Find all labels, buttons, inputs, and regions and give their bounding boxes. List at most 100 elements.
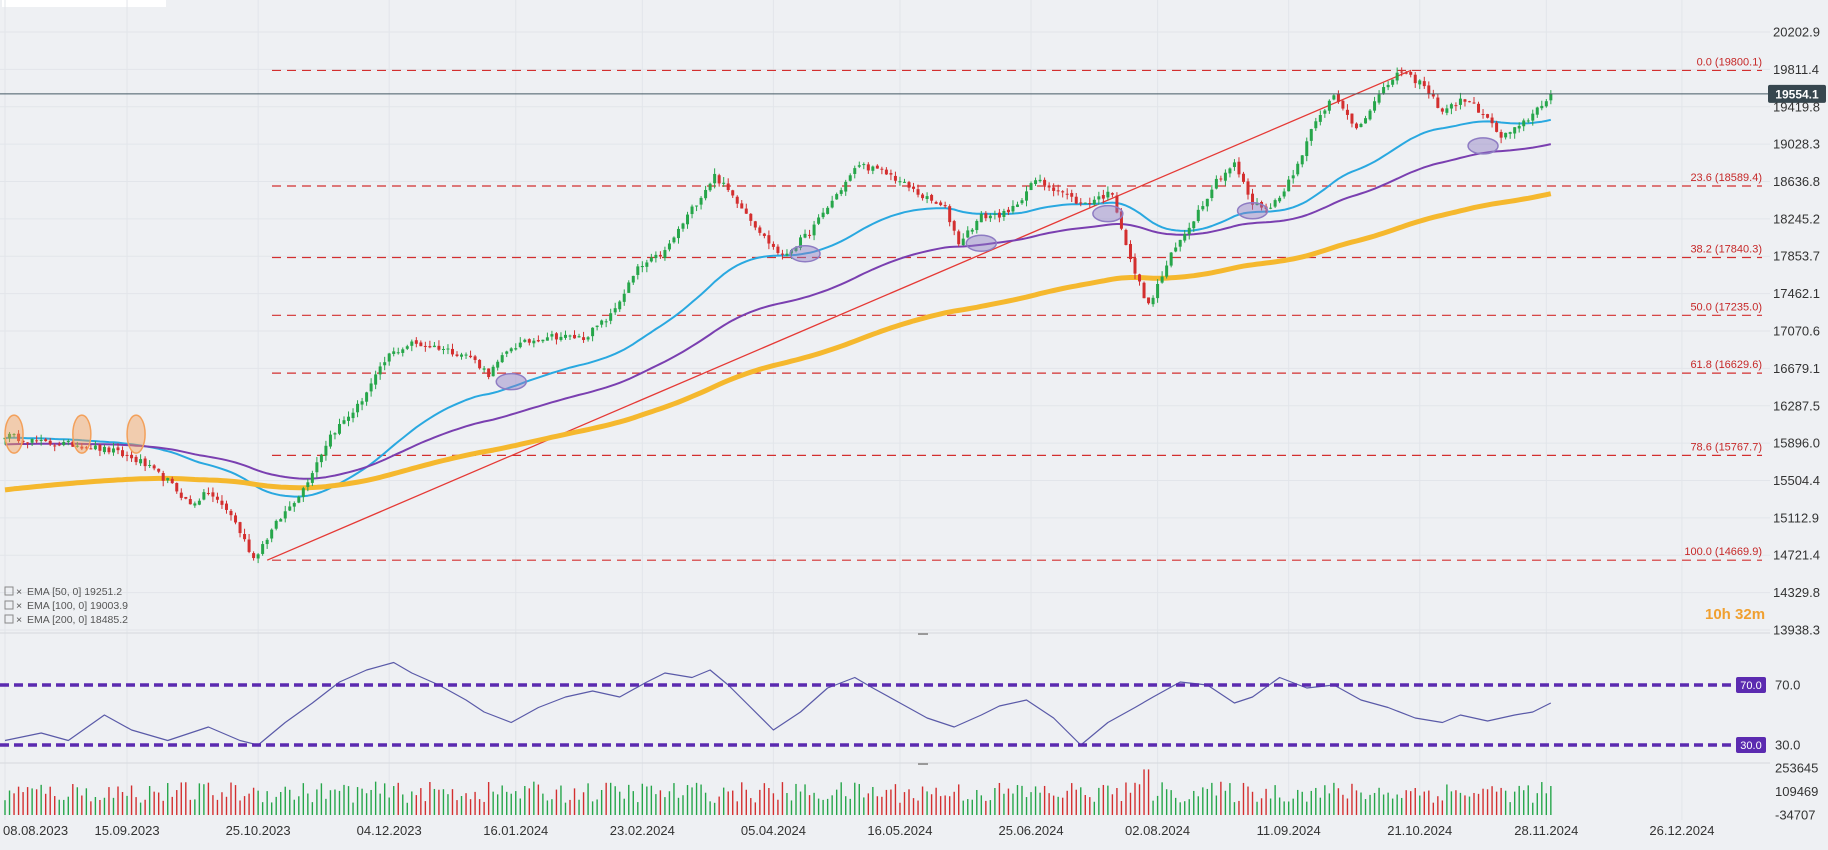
candle-body [1409,71,1413,75]
candle-body [1273,200,1277,207]
symbol-box [2,0,166,7]
candle-body [175,483,179,492]
ema-legend-label: EMA [200, 0] 18485.2 [27,614,128,626]
candle-body [1097,196,1101,200]
highlight-ellipses [4,137,1499,454]
price-tick-label: 13938.3 [1773,623,1820,638]
candle-body [1391,79,1395,85]
candle-body [1034,180,1038,185]
candle-body [356,403,360,413]
highlight-ellipse [965,234,998,252]
candle-body [464,354,468,356]
candle-body [1043,179,1047,186]
date-tick-label: 25.06.2024 [999,823,1064,838]
candle-body [871,166,875,171]
candle-body [80,446,84,449]
candle-body [826,207,830,214]
candle-body [568,335,572,337]
candle-body [234,515,238,523]
price-tick-label: 15504.4 [1773,473,1820,488]
candle-body [957,231,961,245]
candle-body [197,500,201,505]
candle-body [121,450,125,457]
candle-body [681,223,685,229]
candle-body [1038,179,1042,182]
candle-body [383,362,387,366]
candle-body [799,237,803,248]
candle-body [1047,185,1051,188]
candle-body [423,345,427,347]
candle-body [604,321,608,323]
last-price-value: 19554.1 [1775,87,1819,101]
candle-body [292,503,296,507]
candle-body [848,175,852,181]
price-tick-label: 16679.1 [1773,361,1820,376]
legend-close-icon: × [16,600,22,612]
candle-body [1472,102,1476,104]
candle-body [1237,161,1241,175]
candle-body [1481,113,1485,115]
ema-line-50 [4,118,1552,498]
date-tick-label: 25.10.2023 [226,823,291,838]
candle-body [636,266,640,275]
candle-body [600,320,604,325]
candle-body [880,168,884,170]
candle-body [450,348,454,355]
candle-body [699,197,703,205]
date-tick-label: 23.02.2024 [610,823,675,838]
candle-body [1232,162,1236,168]
candle-body [283,511,287,519]
candle-body [410,341,414,346]
candle-body [821,212,825,218]
candle-body [347,416,351,421]
candle-body [324,445,328,456]
candle-body [518,342,522,348]
candle-body [491,366,495,377]
candle-body [839,190,843,194]
last-price-group: 19554.1 [0,84,1826,103]
candle-body [1106,191,1110,198]
candle-timer: 10h 32m [1705,606,1765,623]
candle-body [1029,183,1033,190]
trendline-group [266,69,1411,561]
highlight-ellipse [72,414,92,454]
candle-body [554,333,558,340]
date-axis[interactable]: 08.08.2023 15.09.2023 25.10.2023 04.12.2023… [3,823,1714,838]
candle-body [1183,233,1187,241]
candle-body [297,496,301,503]
candle-body [618,301,622,310]
candle-body [193,503,197,506]
price-tick-label: 17070.6 [1773,324,1820,339]
candle-body [1241,173,1245,182]
candle-body [717,175,721,184]
candle-body [1269,207,1273,209]
candle-body [993,213,997,215]
candle-body [460,354,464,357]
candle-body [265,539,269,545]
candle-body [780,253,784,255]
candle-body [1300,155,1304,165]
indicator-legend: × EMA [50, 0] 19251.2 × EMA [100, 0] 19003.… [4,586,128,626]
candle-body [925,196,929,199]
candle-body [939,202,943,206]
candle-body [966,230,970,238]
candle-body [663,250,667,258]
candle-body [1128,243,1132,260]
price-axis[interactable]: 20202.9 19811.4 19419.8 19028.3 18636.8 18245… [1773,25,1820,638]
candle-body [188,499,192,505]
candle-body [1006,209,1010,213]
candle-body [1544,101,1548,107]
candle-body [577,336,581,338]
candle-body [111,448,115,453]
price-tick-label: 18245.2 [1773,211,1820,226]
candle-body [1291,175,1295,179]
candle-body [143,458,147,467]
candle-body [645,262,649,267]
date-tick-label: 26.12.2024 [1649,823,1714,838]
candle-body [1079,202,1083,204]
highlight-ellipse [4,414,24,454]
candle-body [722,182,726,184]
candle-body [369,383,373,392]
